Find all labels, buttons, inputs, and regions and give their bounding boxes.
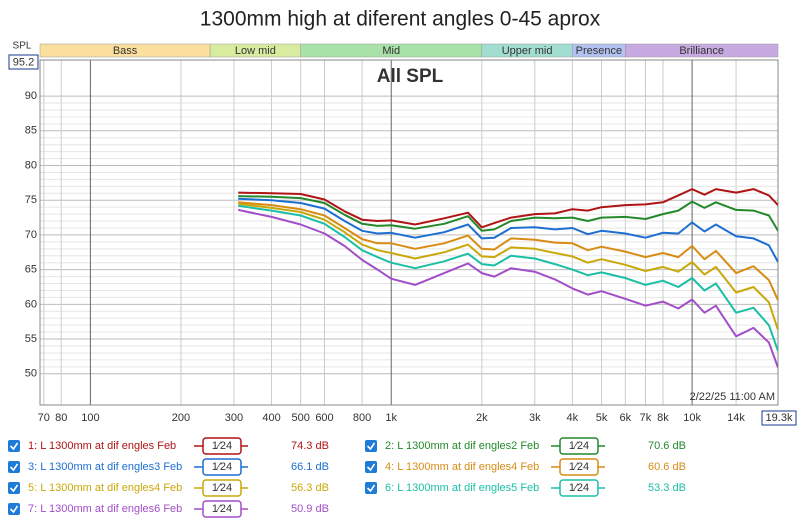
legend-checkbox[interactable] — [365, 461, 377, 473]
y-tick-label: 90 — [25, 90, 37, 102]
subtitle: All SPL — [377, 66, 444, 87]
y-tick-label: 80 — [25, 159, 37, 171]
y-max-box — [8, 54, 39, 70]
legend-check — [366, 463, 376, 472]
legend-checkbox[interactable] — [365, 482, 377, 494]
x-end-box — [761, 410, 797, 426]
legend-item: 2: L 1300mm at dif engles2 Feb 1⁄24 70.6 d… — [365, 437, 686, 455]
band-label: Bass — [113, 45, 138, 57]
timestamp: 2/22/25 11:00 AM — [690, 391, 775, 403]
legend-readout: 70.6 dB — [648, 440, 686, 452]
legend-item: 6: L 1300mm at dif engles5 Feb 1⁄24 53.3 d… — [365, 479, 686, 497]
legend-check — [366, 484, 376, 493]
smoothing-label: 1⁄24 — [212, 482, 232, 494]
chart-title: 1300mm high at diferent angles 0-45 apro… — [200, 8, 601, 31]
x-tick-label: 70 — [38, 412, 50, 424]
legend-name: 2: L 1300mm at dif engles2 Feb — [385, 440, 539, 452]
y-tick-label: 85 — [25, 125, 37, 137]
x-tick-label: 6k — [620, 412, 632, 424]
x-tick-label: 200 — [172, 412, 190, 424]
x-tick-label: 500 — [291, 412, 309, 424]
series-line — [238, 201, 778, 301]
legend-name: 1: L 1300mm at dif engles Feb — [28, 440, 176, 452]
x-tick-label: 3k — [529, 412, 541, 424]
legend-check — [9, 442, 19, 451]
smoothing-label: 1⁄24 — [212, 440, 232, 452]
x-tick-label: 5k — [596, 412, 608, 424]
band-label: Mid — [382, 45, 400, 57]
legend-check — [366, 442, 376, 451]
legend-item: 1: L 1300mm at dif engles Feb 1⁄24 74.3 dB — [8, 437, 329, 455]
legend-name: 3: L 1300mm at dif engles3 Feb — [28, 461, 182, 473]
x-tick-label: 1k — [385, 412, 397, 424]
legend-readout: 50.9 dB — [291, 503, 329, 515]
x-tick-label: 100 — [81, 412, 99, 424]
smoothing-label: 1⁄24 — [569, 482, 589, 494]
band — [625, 43, 779, 58]
x-tick-label: 19.3k — [766, 412, 793, 424]
legend-item: 3: L 1300mm at dif engles3 Feb 1⁄24 66.1 d… — [8, 458, 329, 476]
plot-frame — [39, 59, 779, 406]
smoothing-label: 1⁄24 — [212, 461, 232, 473]
x-tick-label: 400 — [262, 412, 280, 424]
x-tick-label: 300 — [225, 412, 243, 424]
series-line — [238, 197, 778, 263]
x-tick-label: 2k — [476, 412, 488, 424]
band-label: Upper mid — [502, 45, 553, 57]
y-tick-label: 55 — [25, 333, 37, 345]
y-tick-label: 60 — [25, 298, 37, 310]
legend-checkbox[interactable] — [8, 482, 20, 494]
y-tick-label: 65 — [25, 264, 37, 276]
smoothing-label: 1⁄24 — [212, 503, 232, 515]
x-tick-label: 80 — [55, 412, 67, 424]
series-line — [238, 195, 778, 232]
series-line — [237, 208, 778, 368]
x-tick-label: 14k — [727, 412, 745, 424]
legend-name: 4: L 1300mm at dif engles4 Feb — [385, 461, 539, 473]
smoothing-label: 1⁄24 — [569, 440, 589, 452]
smoothing-label: 1⁄24 — [569, 461, 589, 473]
legend-checkbox[interactable] — [8, 440, 20, 452]
x-tick-label: 10k — [683, 412, 701, 424]
legend-readout: 66.1 dB — [291, 461, 329, 473]
legend-item: 4: L 1300mm at dif engles4 Feb 1⁄24 60.6 d… — [365, 458, 686, 476]
x-tick-label: 7k — [640, 412, 652, 424]
x-tick-label: 800 — [353, 412, 371, 424]
legend-check — [9, 463, 19, 472]
x-tick-label: 8k — [657, 412, 669, 424]
legend-checkbox[interactable] — [365, 440, 377, 452]
x-tick-label: 4k — [567, 412, 579, 424]
legend-item: 7: L 1300mm at dif engles6 Feb 1⁄24 50.9 d… — [8, 500, 329, 518]
y-tick-label: 50 — [25, 368, 37, 380]
legend-name: 7: L 1300mm at dif engles6 Feb — [28, 503, 182, 515]
legend-readout: 56.3 dB — [291, 482, 329, 494]
legend-checkbox[interactable] — [8, 461, 20, 473]
legend-check — [9, 505, 19, 514]
legend-name: 5: L 1300mm at dif engles4 Feb — [28, 482, 182, 494]
legend-readout: 74.3 dB — [291, 440, 329, 452]
band-label: Low mid — [235, 45, 276, 57]
y-max-label: 95.2 — [13, 56, 34, 68]
legend-item: 5: L 1300mm at dif engles4 Feb 1⁄24 56.3 d… — [8, 479, 329, 497]
band-label: Brilliance — [679, 45, 724, 57]
series-line — [238, 202, 778, 331]
legend-check — [9, 484, 19, 493]
legend-readout: 60.6 dB — [648, 461, 686, 473]
series-line — [238, 188, 778, 229]
x-tick-label: 600 — [315, 412, 333, 424]
y-axis-label: SPL — [13, 41, 32, 52]
legend-readout: 53.3 dB — [648, 482, 686, 494]
y-tick-label: 75 — [25, 194, 37, 206]
legend-checkbox[interactable] — [8, 503, 20, 515]
series-line — [238, 204, 778, 352]
band-label: Presence — [576, 45, 622, 57]
legend-name: 6: L 1300mm at dif engles5 Feb — [385, 482, 539, 494]
y-tick-label: 70 — [25, 229, 37, 241]
